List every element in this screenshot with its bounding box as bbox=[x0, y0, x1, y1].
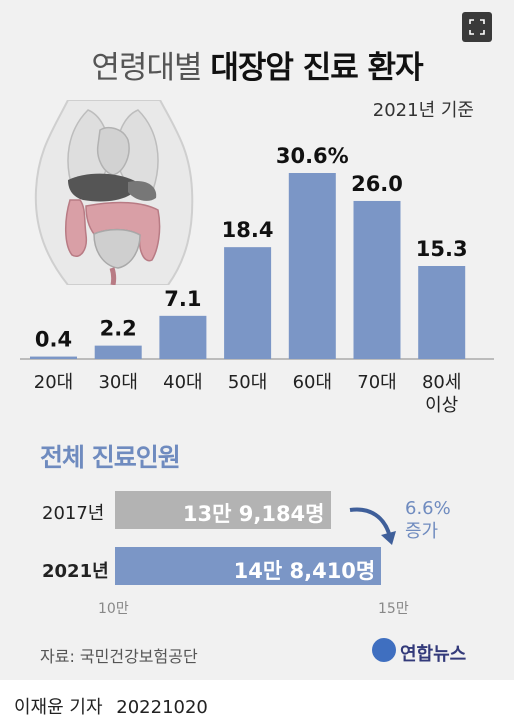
reporter-credit: 이재윤 기자 20221020 bbox=[14, 693, 208, 719]
value-label-4: 18.4 bbox=[222, 218, 274, 242]
category-label-6: 70대 bbox=[357, 372, 396, 393]
category-label-3: 40대 bbox=[163, 372, 202, 393]
change-annotation: 6.6% 증가 bbox=[405, 497, 451, 543]
total-title: 전체 진료인원 bbox=[40, 443, 181, 472]
change-word: 증가 bbox=[405, 521, 439, 542]
category-label-2: 30대 bbox=[98, 372, 137, 393]
yonhap-logo-text: 연합뉴스 bbox=[400, 644, 467, 665]
value-label-7: 15.3 bbox=[416, 237, 468, 261]
category-label-7-line2: 이상 bbox=[425, 395, 458, 416]
category-label-7: 80세 bbox=[422, 372, 461, 393]
source-text: 자료: 국민건강보험공단 bbox=[40, 647, 198, 666]
category-label-5: 60대 bbox=[293, 372, 332, 393]
body-organs-illustration bbox=[34, 100, 194, 285]
increase-arrow-icon bbox=[349, 507, 396, 545]
chart-subtitle: 2021년 기준 bbox=[372, 100, 474, 121]
year-label-2017: 2017년 bbox=[42, 503, 105, 524]
hbar-label-2017: 13만 9,184명 bbox=[182, 502, 325, 526]
tick-label-15man: 15만 bbox=[378, 601, 409, 617]
bar-4 bbox=[224, 247, 272, 359]
expand-icon bbox=[469, 19, 485, 35]
hbar-2021 bbox=[115, 547, 382, 585]
year-label-2021: 2021년 bbox=[42, 561, 109, 582]
bar-3 bbox=[159, 315, 207, 359]
expand-button[interactable] bbox=[462, 12, 492, 42]
hbar-label-2021: 14만 8,410명 bbox=[233, 559, 376, 583]
bar-2 bbox=[94, 345, 142, 359]
title-bold: 대장암 진료 환자 bbox=[210, 50, 423, 86]
title-light: 연령대별 bbox=[91, 50, 202, 86]
bar-7 bbox=[418, 266, 466, 359]
value-label-3: 7.1 bbox=[164, 287, 201, 311]
change-percent: 6.6% bbox=[405, 498, 451, 519]
bar-5 bbox=[288, 173, 336, 359]
yonhap-logo-icon bbox=[372, 638, 396, 662]
bar-6 bbox=[353, 200, 401, 359]
value-label-5: 30.6% bbox=[276, 144, 349, 168]
category-label-1: 20대 bbox=[34, 372, 73, 393]
value-label-6: 26.0 bbox=[351, 172, 403, 196]
reporter-name: 이재윤 기자 bbox=[14, 697, 103, 718]
age-bar-chart: 0.4 20대 2.2 30대 7.1 40대 18.4 50대 30.6% 60대 26.0 70대… bbox=[20, 144, 494, 416]
value-label-2: 2.2 bbox=[100, 317, 137, 341]
bar-1 bbox=[30, 356, 77, 359]
hbar-2017 bbox=[115, 491, 331, 529]
value-label-1: 0.4 bbox=[35, 328, 72, 352]
infographic-card: 연령대별 대장암 진료 환자 2021년 기준 0.4 20대 2.2 30대 7.1 4… bbox=[0, 0, 514, 680]
category-label-4: 50대 bbox=[228, 372, 267, 393]
chart-title: 연령대별 대장암 진료 환자 bbox=[0, 42, 514, 87]
tick-label-10man: 10만 bbox=[98, 601, 129, 617]
publish-date: 20221020 bbox=[116, 697, 208, 718]
